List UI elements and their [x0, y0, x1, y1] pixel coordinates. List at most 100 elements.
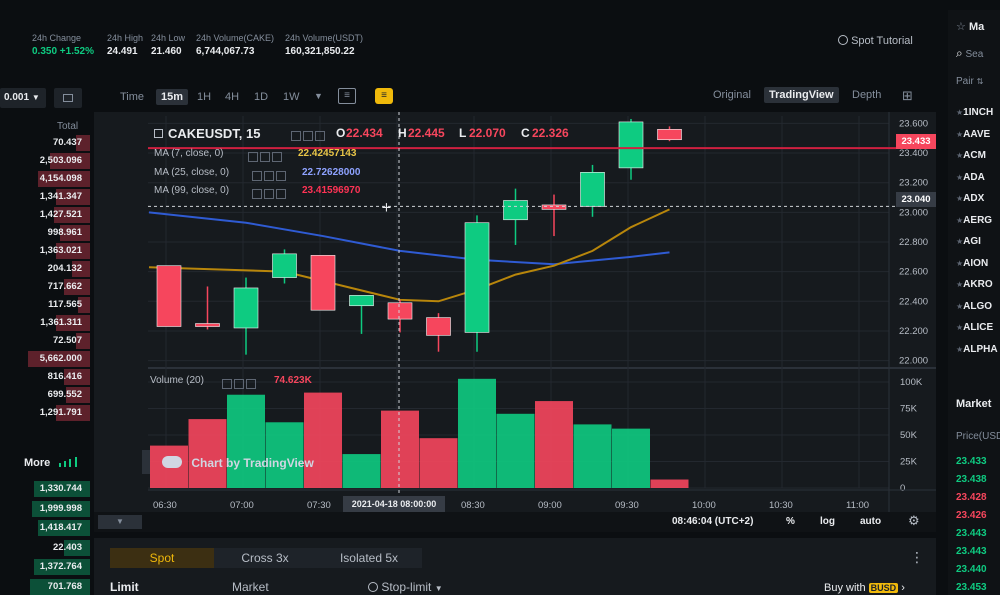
view-tradingview[interactable]: TradingView	[764, 87, 839, 103]
orderbook-sell-row[interactable]: 699.552	[0, 386, 90, 404]
chart-settings-gear-icon[interactable]: ⚙	[908, 513, 920, 528]
orderbook-sell-row[interactable]: 816.416	[0, 368, 90, 386]
orderbook-sell-row[interactable]: 1,363.021	[0, 242, 90, 260]
ma25-actions-icon[interactable]	[252, 168, 296, 181]
market-pair-item[interactable]: ★ACM	[956, 150, 986, 161]
favorite-star-icon[interactable]: ★	[956, 323, 964, 332]
market-pair-item[interactable]: ★AAVE	[956, 129, 990, 140]
precision-select[interactable]: 0.001 ▼	[0, 88, 46, 108]
market-search-input[interactable]: ⌕ Sea	[956, 46, 983, 61]
orderbook-sell-row[interactable]: 1,341.347	[0, 188, 90, 206]
market-pair-item[interactable]: ★AERG	[956, 215, 992, 226]
market-pair-item[interactable]: ★1INCH	[956, 107, 993, 118]
candle-body[interactable]	[541, 204, 567, 210]
market-pair-item[interactable]: ★ADX	[956, 193, 984, 204]
candle-body[interactable]	[464, 222, 490, 333]
interval-1w[interactable]: 1W	[283, 91, 300, 103]
candle-body[interactable]	[310, 255, 336, 311]
orderbook-sell-row[interactable]: 2,503.096	[0, 152, 90, 170]
favorite-star-icon[interactable]: ★	[956, 194, 964, 203]
candle-body[interactable]	[503, 200, 528, 221]
interval-15m[interactable]: 15m	[156, 89, 189, 105]
ma7-actions-icon[interactable]	[248, 149, 292, 162]
orderbook-sell-row[interactable]: 1,291.791	[0, 404, 90, 422]
favorite-star-icon[interactable]: ★	[956, 237, 964, 246]
favorite-star-icon[interactable]: ★	[956, 280, 964, 289]
orderbook-buy-row[interactable]: 1,418.417	[0, 519, 90, 537]
order-type-limit[interactable]: Limit	[110, 580, 139, 594]
orderbook-buy-row[interactable]: 1,372.764	[0, 558, 90, 576]
candle-body[interactable]	[426, 317, 451, 336]
scroll-down-chevron-icon[interactable]: ▼	[98, 515, 142, 529]
tab-cross-3x[interactable]: Cross 3x	[214, 548, 316, 568]
log-scale-toggle[interactable]: log	[820, 516, 835, 527]
orderbook-sell-row[interactable]: 72.507	[0, 332, 90, 350]
orderbook-sell-row[interactable]: 117.565	[0, 296, 90, 314]
percent-scale-toggle[interactable]: %	[786, 516, 795, 527]
favorite-star-icon[interactable]: ★	[956, 172, 964, 182]
favorite-star-icon[interactable]: ★	[956, 151, 964, 160]
favorite-star-icon[interactable]: ★	[956, 258, 964, 268]
market-pair-item[interactable]: ★ADA	[956, 172, 985, 183]
market-pair-item[interactable]: ★ALGO	[956, 301, 992, 312]
orderbook-sell-row[interactable]: 204.132	[0, 260, 90, 278]
orderbook-sell-row[interactable]: 4,154.098	[0, 170, 90, 188]
orderbook-buy-row[interactable]: 701.768	[0, 578, 90, 595]
candle-body[interactable]	[349, 295, 374, 307]
more-intervals-chevron-icon[interactable]: ▼	[314, 91, 323, 101]
candle-body[interactable]	[387, 302, 413, 320]
legend-actions-icon[interactable]	[291, 128, 333, 141]
tab-spot[interactable]: Spot	[110, 548, 214, 568]
candle-body[interactable]	[233, 287, 259, 329]
auto-scale-toggle[interactable]: auto	[860, 516, 882, 527]
collapse-toolbar-handle[interactable]	[142, 450, 150, 474]
candle-body[interactable]	[156, 265, 182, 327]
notes-icon[interactable]: ≡	[375, 88, 393, 104]
market-pair-item[interactable]: ★ALICE	[956, 322, 993, 333]
market-pair-item[interactable]: ★AKRO	[956, 279, 993, 290]
order-type-market[interactable]: Market	[232, 580, 269, 594]
orderbook-sell-row[interactable]: 1,427.521	[0, 206, 90, 224]
orderbook-layout-button[interactable]	[54, 88, 82, 108]
indicators-settings-icon[interactable]: ≡	[338, 88, 356, 104]
interval-1h[interactable]: 1H	[197, 91, 212, 103]
favorite-star-icon[interactable]: ★	[956, 301, 964, 311]
orderbook-sell-row[interactable]: 717.662	[0, 278, 90, 296]
chart-canvas[interactable]: 23.600 23.400 23.200 23.000 22.800 22.600 22.4…	[94, 112, 936, 532]
tab-isolated-5x[interactable]: Isolated 5x	[316, 548, 422, 568]
candle-body[interactable]	[195, 323, 220, 327]
market-pair-item[interactable]: ★AION	[956, 258, 988, 269]
orderbook-buy-row[interactable]: 22.403	[0, 539, 90, 557]
favorite-star-icon[interactable]: ★	[956, 344, 964, 354]
market-pair-item[interactable]: ★AGI	[956, 236, 981, 247]
ma99-actions-icon[interactable]	[252, 186, 296, 199]
interval-time[interactable]: Time	[120, 91, 145, 103]
tradingview-watermark[interactable]: Chart by TradingView	[162, 456, 314, 470]
orderbook-sell-row[interactable]: 70.437	[0, 134, 90, 152]
buy-with-selector[interactable]: Buy with BUSD ›	[824, 582, 905, 594]
favorite-star-icon[interactable]: ★	[956, 129, 964, 139]
grid-layout-icon[interactable]: ⊞	[902, 88, 913, 103]
orderbook-sell-row[interactable]: 5,662.000	[0, 350, 90, 368]
candle-body[interactable]	[618, 121, 644, 169]
orderbook-more[interactable]: More	[24, 457, 77, 470]
view-original[interactable]: Original	[713, 89, 751, 101]
candle-body[interactable]	[580, 172, 605, 207]
more-options-icon[interactable]: ⋮	[910, 549, 924, 565]
candle-body[interactable]	[272, 253, 297, 278]
orderbook-sell-row[interactable]: 1,361.311	[0, 314, 90, 332]
favorite-star-icon[interactable]: ★	[956, 215, 964, 225]
interval-1d[interactable]: 1D	[254, 91, 269, 103]
candle-body[interactable]	[657, 129, 682, 141]
orderbook-buy-row[interactable]: 1,330.744	[0, 480, 90, 498]
pair-column-header[interactable]: Pair ⇅	[956, 76, 983, 87]
volume-actions-icon[interactable]	[222, 376, 266, 389]
collapse-legend-icon[interactable]	[154, 129, 163, 138]
tradingview-chart[interactable]: 23.600 23.400 23.200 23.000 22.800 22.600 22.4…	[94, 112, 936, 532]
orderbook-sell-row[interactable]: 998.961	[0, 224, 90, 242]
order-type-stop-limit[interactable]: Stop-limit ▼	[368, 580, 443, 594]
spot-tutorial-link[interactable]: Spot Tutorial	[838, 35, 913, 47]
view-depth[interactable]: Depth	[852, 89, 882, 101]
market-pair-item[interactable]: ★ALPHA	[956, 344, 998, 355]
orderbook-buy-row[interactable]: 1,999.998	[0, 500, 90, 518]
